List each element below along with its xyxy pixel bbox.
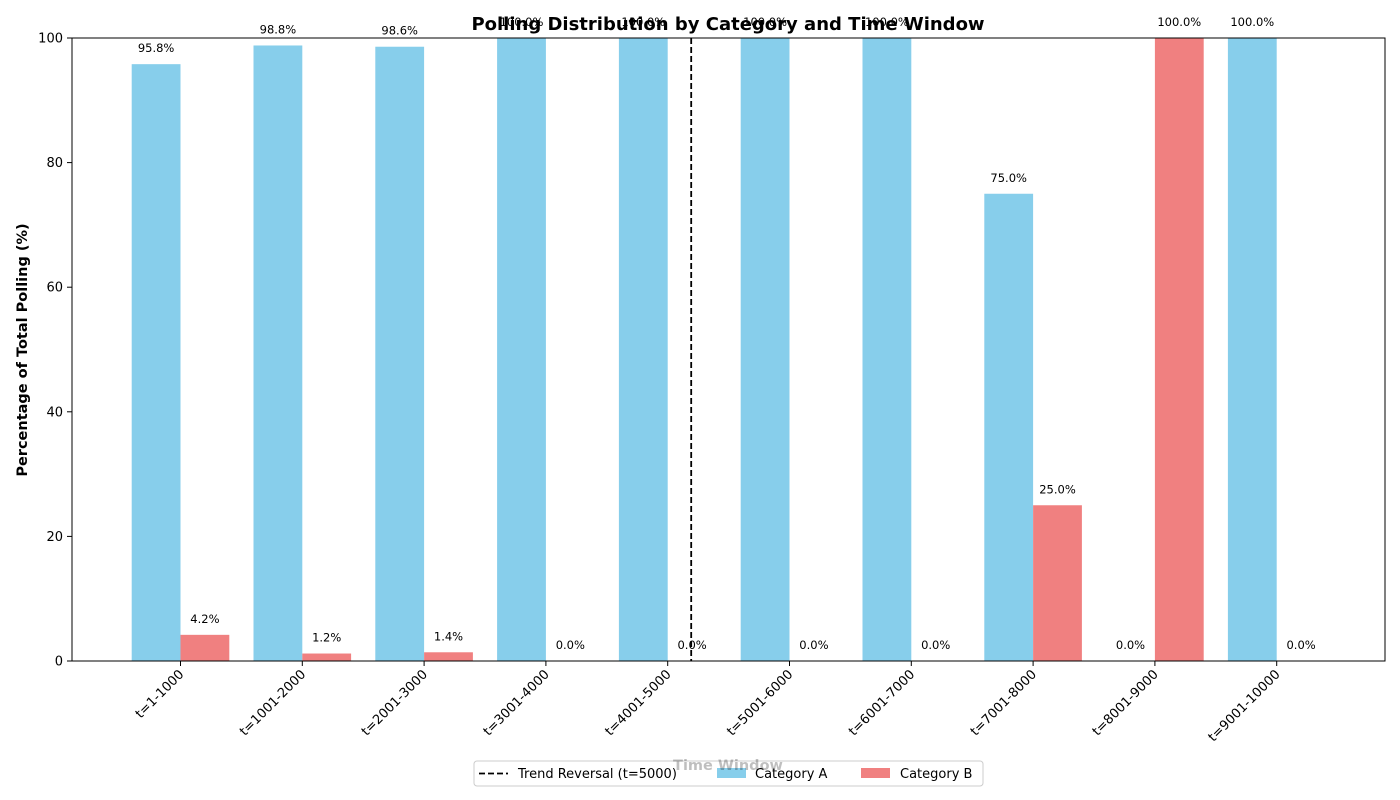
- x-axis-label: Time Window: [673, 758, 783, 774]
- data-label-category-b: 100.0%: [1157, 15, 1201, 29]
- bar-category-a: [131, 64, 181, 661]
- x-tick-label: t=4001-5000: [603, 667, 675, 739]
- bar-category-a: [618, 38, 668, 661]
- y-tick-label: 60: [46, 281, 63, 296]
- legend-swatch-category-b: [861, 768, 890, 778]
- data-label-category-a: 98.8%: [260, 22, 297, 36]
- y-tick-label: 20: [46, 530, 63, 545]
- data-label-category-a: 100.0%: [1230, 15, 1274, 29]
- legend-label-trend-reversal: Trend Reversal (t=5000): [517, 767, 677, 782]
- x-tick-label: t=2001-3000: [359, 667, 431, 739]
- data-label-category-a: 0.0%: [1116, 638, 1145, 652]
- data-label-category-a: 100.0%: [865, 15, 909, 29]
- x-tick-label: t=1001-2000: [237, 667, 309, 739]
- data-label-category-b: 0.0%: [921, 638, 950, 652]
- bar-category-a: [984, 193, 1034, 661]
- legend-swatch-category-a: [717, 768, 746, 778]
- x-tick-label: t=6001-7000: [846, 667, 918, 739]
- data-label-category-a: 75.0%: [990, 171, 1027, 185]
- data-label-category-b: 0.0%: [556, 638, 585, 652]
- chart-title: Polling Distribution by Category and Tim…: [471, 14, 984, 35]
- bar-category-b: [1033, 505, 1082, 661]
- bar-category-a: [862, 38, 912, 661]
- data-label-category-a: 98.6%: [381, 24, 418, 38]
- data-label-category-b: 0.0%: [799, 638, 828, 652]
- x-tick-label: t=8001-9000: [1090, 667, 1162, 739]
- data-label-category-a: 100.0%: [621, 15, 665, 29]
- data-label-category-b: 0.0%: [1286, 638, 1315, 652]
- y-axis-label: Percentage of Total Polling (%): [15, 223, 31, 476]
- x-tick-label: t=5001-6000: [724, 667, 796, 739]
- data-label-category-b: 4.2%: [190, 612, 219, 626]
- bar-category-b: [180, 634, 230, 661]
- data-label-category-a: 100.0%: [743, 15, 787, 29]
- y-tick-label: 80: [46, 156, 63, 171]
- bar-category-a: [497, 38, 546, 661]
- plot-area: 95.8% 98.8% 98.6% 100.0% 100.0% 100.0% 100.0% 7…: [38, 15, 1316, 745]
- bar-category-b: [1154, 38, 1204, 661]
- bar-category-a: [740, 38, 790, 661]
- y-tick-label: 100: [38, 32, 63, 47]
- x-tick-label: t=7001-8000: [968, 667, 1040, 739]
- x-tick-label: t=3001-4000: [481, 667, 553, 739]
- bar-category-a: [253, 45, 303, 661]
- x-tick-label: t=1-1000: [133, 667, 187, 721]
- legend-label-category-b: Category B: [900, 767, 972, 782]
- legend: Trend Reversal (t=5000) Category A Categor…: [473, 760, 984, 787]
- data-label-category-a: 95.8%: [138, 41, 175, 55]
- bar-category-b: [302, 653, 352, 661]
- data-label-category-b: 25.0%: [1039, 482, 1076, 496]
- data-label-category-b: 0.0%: [677, 638, 706, 652]
- bar-category-a: [375, 46, 425, 662]
- data-label-category-b: 1.4%: [434, 629, 463, 643]
- x-tick-label: t=9001-10000: [1206, 667, 1284, 745]
- legend-label-category-a: Category A: [755, 767, 828, 782]
- plot-frame: [71, 37, 1386, 662]
- data-label-category-b: 1.2%: [312, 631, 341, 645]
- bar-category-a: [1227, 38, 1277, 661]
- y-tick-label: 0: [55, 655, 63, 670]
- bar-category-b: [424, 652, 473, 661]
- y-tick-label: 40: [46, 405, 63, 420]
- data-label-category-a: 100.0%: [500, 15, 544, 29]
